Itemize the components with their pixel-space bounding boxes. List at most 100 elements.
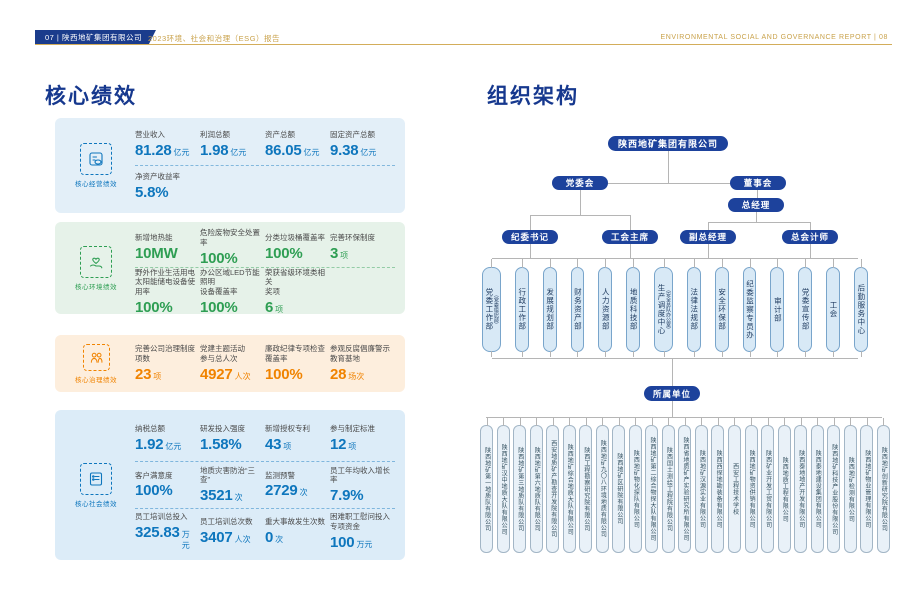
metric: 办公区域LED节能照明 设备覆盖率 100% [200, 268, 265, 316]
subsidiary-name: 陕西西探地勘装备有限公司 [715, 450, 722, 528]
subsidiary-name: 陕西工程勘察研究院有限公司 [582, 446, 589, 532]
org-subsidiary-pill: 陕西国土测绘工程院有限公司 [661, 418, 675, 553]
subsidiary-name: 陕西地矿第三地质队有限公司 [516, 446, 523, 532]
metric-label: 参与制定标准 [330, 424, 375, 434]
department-name: 财务资产部 [573, 288, 583, 331]
org-node-union-chairman: 工会主席 [602, 230, 658, 244]
metric-unit: 项 [275, 304, 284, 314]
metric-value: 100% [265, 365, 303, 383]
subsidiary-name: 陕西泰地地产开发有限公司 [797, 450, 804, 528]
subsidiary-name: 陕西泰地建设集团有限公司 [814, 450, 821, 528]
org-chart: 陕西地矿集团有限公司 党委会 董事会 总经理 纪委书记 工会主席 副总经理 总会… [478, 120, 892, 565]
metric-unit: 次 [234, 493, 243, 503]
metric-unit: 项 [283, 442, 292, 452]
connector-line [530, 215, 531, 230]
org-subsidiary-pill: 陕西地矿物资供销有限公司 [744, 418, 758, 553]
metric-label: 困难职工慰问投入专项资金 [330, 512, 390, 531]
header-company-badge: 07 | 陕西地矿集团有限公司 [35, 30, 156, 44]
connector-line [668, 149, 669, 183]
metric-label: 危险废物安全处置率 [200, 228, 260, 247]
org-department-pill: 发展规划部 [542, 259, 557, 357]
subsidiary-name: 西安工程技术学校 [731, 463, 738, 515]
connector-line [580, 190, 581, 215]
department-name: 纪委监察专员办 [745, 279, 755, 340]
metric-value: 5.8% [135, 183, 169, 201]
org-subsidiary-pill: 西安地质矿产勘查开发院有限公司 [546, 418, 560, 553]
hand-heart-icon [80, 245, 112, 278]
org-department-pill: 党委宣传部 [798, 259, 813, 357]
subsidiary-name: 陕西地质工程有限公司 [781, 456, 788, 522]
metric: 野外作业生活用电 太阳能储电设备使用率 100% [135, 268, 200, 316]
org-node-chief-accountant: 总会计师 [782, 230, 838, 244]
org-department-pill: 地质科技部 [626, 259, 641, 357]
metric: 研发投入强度 1.58% [200, 424, 265, 453]
org-subsidiary-pill: 陕西矿业开发工贸有限公司 [761, 418, 775, 553]
metric-label: 资产总额 [265, 130, 295, 140]
metric-label: 野外作业生活用电 太阳能储电设备使用率 [135, 267, 195, 297]
metric-label: 净资产收益率 [135, 172, 180, 182]
connector-line [810, 222, 811, 230]
connector-line [708, 244, 709, 258]
section-title-org-structure: 组织架构 [487, 85, 579, 108]
metric-label: 营业收入 [135, 130, 165, 140]
connector-line [530, 244, 531, 258]
metric-label: 员工培训总投入 [135, 511, 188, 521]
department-subname: （安全总队办公室） [664, 287, 671, 332]
metric-value: 28 [330, 365, 347, 383]
metric-label: 新增授权专利 [265, 424, 310, 434]
connector-line [630, 244, 631, 258]
ledger-icon [80, 143, 112, 175]
org-subsidiary-pill: 陕西地质工程有限公司 [777, 418, 791, 553]
metric-rows: 新增地热能 10MW 危险废物安全处置率 100% 分类垃圾桶覆盖率 100% … [135, 228, 395, 316]
metric-value: 100% [135, 298, 173, 316]
card-caption: 核心社会绩效 [75, 500, 117, 508]
metric-value: 3521 [200, 487, 233, 505]
connector-line [672, 358, 673, 386]
org-subsidiaries-row: 陕西地矿第一地质队有限公司 陕西地矿汉中地质大队有限公司 陕西地矿第三地质队有限… [480, 418, 890, 553]
metric: 地质灾害防治“三查” 3521 次 [200, 466, 265, 505]
metric-unit: 万元 [356, 539, 373, 549]
org-subsidiary-pill: 陕西西探地勘装备有限公司 [711, 418, 725, 553]
org-department-pill: 党委工作部 （党委组织部） [482, 259, 501, 357]
department-name: 党委宣传部 [801, 288, 811, 331]
metric-label: 完善环保制度 [330, 232, 375, 242]
metric-unit: 项 [340, 250, 349, 260]
metric-value: 1.58% [200, 436, 242, 454]
subsidiary-name: 陕西省地质矿产实验研究所有限公司 [682, 437, 689, 541]
org-node-discipline-secretary: 纪委书记 [502, 230, 558, 244]
metric-label: 研发投入强度 [200, 424, 245, 434]
metric-unit: 项 [348, 442, 357, 452]
metric-value: 0 [265, 528, 274, 546]
connector-line [810, 244, 811, 258]
metric-label: 员工培训总次数 [200, 516, 253, 526]
org-subsidiary-pill: 陕西地矿九〇八环境地质有限公司 [595, 418, 609, 553]
metric: 客户满意度 100% [135, 471, 200, 500]
card-core-social-performance: 核心社会绩效 纳税总额 1.92 亿元 研发投入强度 1.58% 新增授权专利 4… [55, 410, 405, 560]
org-department-pill: 后勤服务中心 [853, 259, 868, 357]
metric-unit: 亿元 [230, 147, 247, 157]
metric: 员工培训总投入 325.83 万元 [135, 512, 200, 551]
subsidiary-name: 陕西地矿九〇八环境地质有限公司 [599, 440, 606, 538]
card-icon-zone: 核心治理绩效 [67, 341, 125, 386]
card-core-operating-performance: 核心经营绩效 营业收入 81.28 亿元 利润总额 1.98 亿元 资产总额 86.… [55, 118, 405, 213]
metric-label: 参观反腐倡廉警示 教育基地 [330, 344, 390, 363]
document-icon [80, 462, 112, 495]
metric-rows: 完善公司治理制度 项数 23 项 党建主题活动 参与总人次 4927 人次 廉政纪律… [135, 341, 395, 386]
metric-label: 完善公司治理制度 项数 [135, 344, 195, 363]
department-name: 行政工作部 [517, 288, 527, 331]
metric: 利润总额 1.98 亿元 [200, 130, 265, 159]
org-subsidiary-pill: 陕西地矿汉源实业有限公司 [694, 418, 708, 553]
metric-label: 分类垃圾桶覆盖率 [265, 232, 325, 242]
connector-line [672, 401, 673, 417]
metric-value: 100% [200, 298, 238, 316]
connector-line [580, 183, 758, 184]
department-name: 法律法规部 [689, 288, 699, 331]
org-department-pill: 生产调度中心 （安全总队办公室） [654, 259, 673, 357]
metric-value: 3 [330, 244, 339, 262]
department-name: 安全环保部 [717, 288, 727, 331]
connector-line [708, 222, 810, 223]
metric-label: 党建主题活动 参与总人次 [200, 344, 245, 363]
